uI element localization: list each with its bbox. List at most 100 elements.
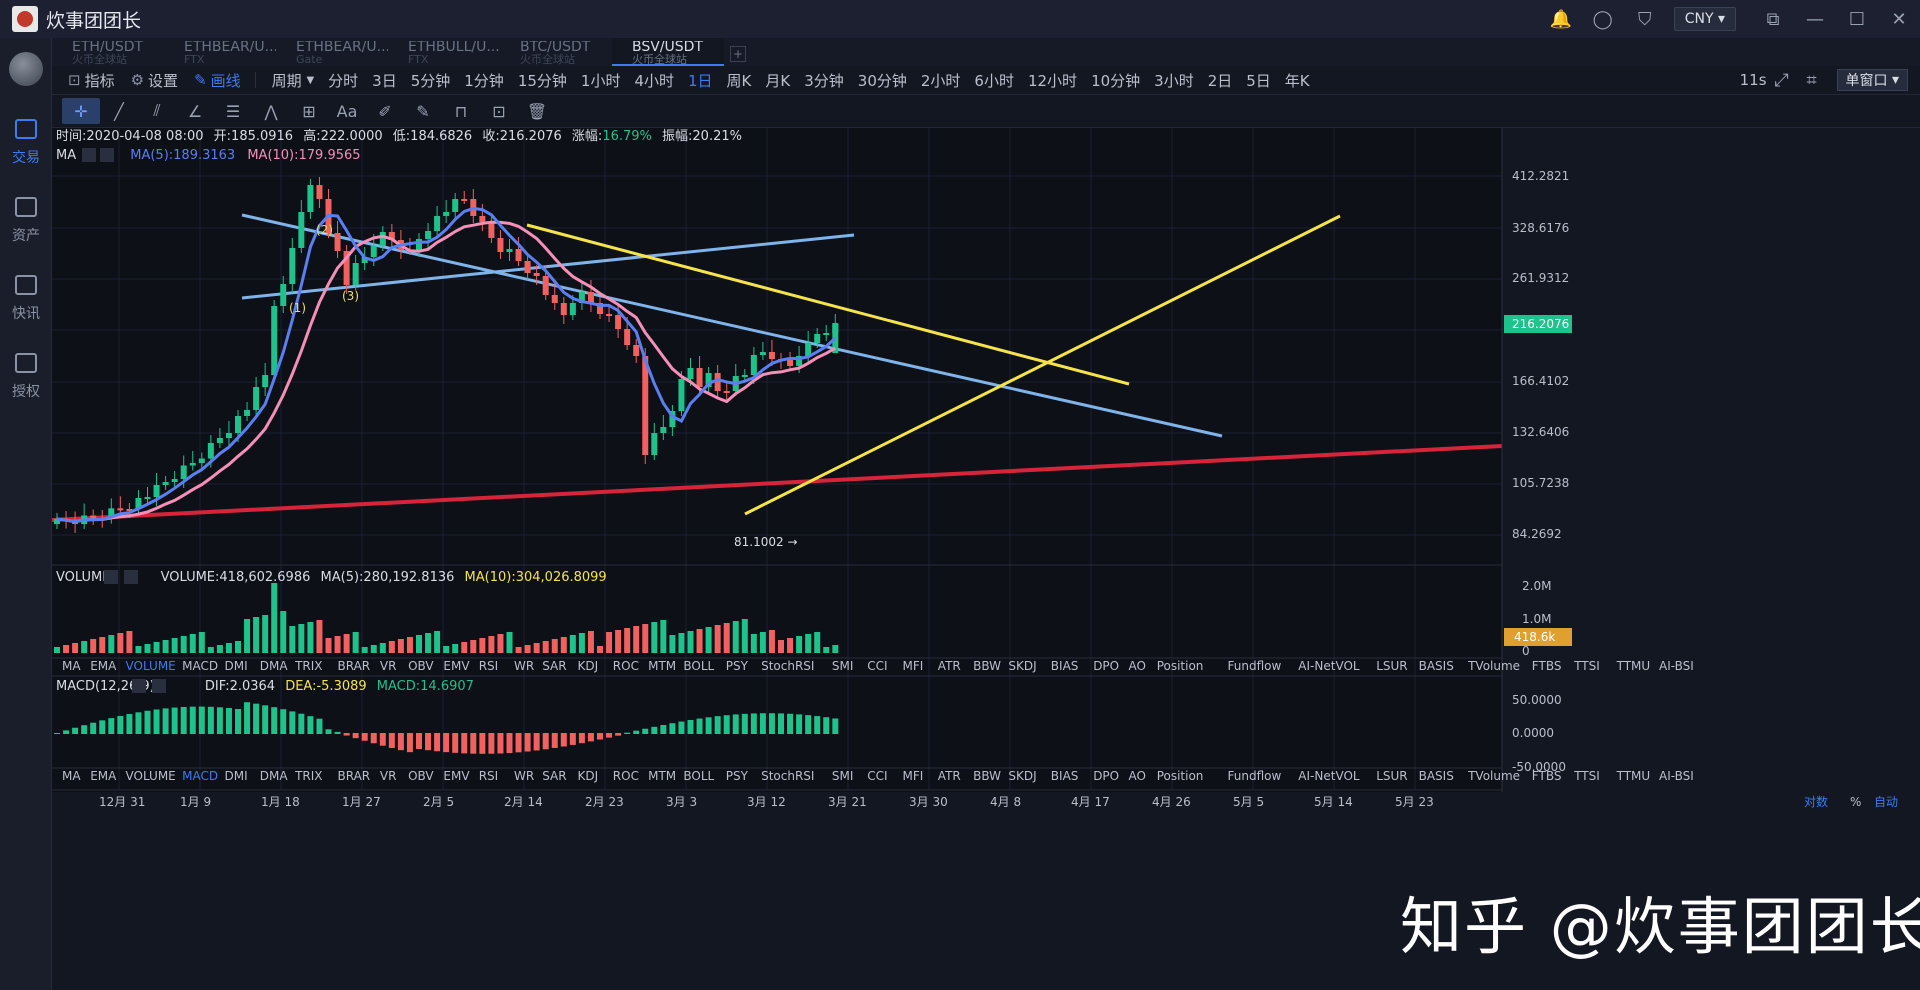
indicator-tab-kdj[interactable]: KDJ (578, 769, 599, 783)
indicator-tab-mtm[interactable]: MTM (648, 769, 676, 783)
indicator-tab-psy[interactable]: PSY (726, 769, 749, 783)
indicator-tab-dma[interactable]: DMA (260, 659, 289, 673)
indicator-tab-mtm[interactable]: MTM (648, 659, 676, 673)
period-19[interactable]: 年K (1284, 71, 1310, 90)
indicator-tab-mfi[interactable]: MFI (903, 659, 924, 673)
tab-ethbear-ftx[interactable]: ETHBEAR/U... FTX (164, 38, 276, 66)
indicator-tab-bias[interactable]: BIAS (1051, 659, 1079, 673)
indicator-tab-roc[interactable]: ROC (613, 659, 639, 673)
crosshair-tool-icon[interactable]: ✛ (62, 98, 100, 124)
indicator-tab-atr[interactable]: ATR (938, 769, 961, 783)
period-2[interactable]: 5分钟 (410, 71, 451, 90)
fib-tool-icon[interactable]: ☰ (225, 101, 241, 121)
period-dropdown[interactable]: 周期 ▼ (272, 70, 315, 91)
fullscreen-icon[interactable]: ⤢ (1774, 69, 1789, 91)
period-10[interactable]: 3分钟 (804, 71, 844, 90)
period-16[interactable]: 3小时 (1154, 71, 1194, 90)
indicator-tab-lsur[interactable]: LSUR (1376, 769, 1407, 783)
globe-icon[interactable] (8, 52, 43, 86)
tab-bsv-usdt[interactable]: BSV/USDT 火币全球站 (612, 38, 724, 66)
indicator-tab-vr[interactable]: VR (380, 659, 397, 673)
ma-close-icon[interactable] (100, 148, 114, 162)
indicator-tab-lsur[interactable]: LSUR (1376, 659, 1407, 673)
indicator-tab-boll[interactable]: BOLL (683, 769, 714, 783)
indicator-tab-wr[interactable]: WR (514, 659, 534, 673)
chat-icon[interactable]: ◯ (1592, 8, 1613, 30)
indicator-tab-roc[interactable]: ROC (613, 769, 639, 783)
indicator-tab-basis[interactable]: BASIS (1419, 659, 1454, 673)
indicator-tab-ai-netvol[interactable]: AI-NetVOL (1298, 659, 1360, 673)
indicator-tab-dmi[interactable]: DMI (225, 659, 248, 673)
indicator-tab-cci[interactable]: CCI (867, 769, 887, 783)
indicator-tab-dpo[interactable]: DPO (1093, 769, 1119, 783)
lock-tool-icon[interactable]: ⊡ (492, 101, 506, 121)
angle-tool-icon[interactable]: ∠ (187, 101, 203, 121)
indicator-tab-stochrsi[interactable]: StochRSI (761, 659, 814, 673)
indicator-tab-emv[interactable]: EMV (443, 659, 470, 673)
indicator-tab-dma[interactable]: DMA (260, 769, 289, 783)
indicator-tab-psy[interactable]: PSY (726, 659, 749, 673)
period-4[interactable]: 15分钟 (517, 71, 567, 90)
yellow-descending-line[interactable] (526, 223, 1130, 386)
add-tab-button[interactable]: + (730, 46, 746, 62)
indicator-tab-obv[interactable]: OBV (408, 769, 434, 783)
yellow-ascending-line[interactable] (744, 214, 1341, 516)
blue-descending-line[interactable] (241, 213, 1223, 438)
period-7[interactable]: 1日 (688, 71, 713, 90)
sidebar-item-trade[interactable]: 交易 (0, 104, 52, 182)
volume-settings-icon[interactable] (104, 570, 118, 584)
blue-ascending-line[interactable] (241, 233, 855, 300)
indicator-tab-volume[interactable]: VOLUME (126, 769, 176, 783)
marker-tool-icon[interactable]: ✎ (416, 101, 430, 121)
indicator-tab-ttmu[interactable]: TTMU (1616, 769, 1651, 783)
indicator-tab-dmi[interactable]: DMI (225, 769, 248, 783)
tab-eth-usdt[interactable]: ETH/USDT 火币全球站 (52, 38, 164, 66)
indicator-tab-stochrsi[interactable]: StochRSI (761, 769, 814, 783)
shirt-icon[interactable]: ⛉ (1637, 8, 1652, 30)
bell-icon[interactable]: 🔔 (1549, 8, 1572, 30)
period-14[interactable]: 12小时 (1027, 71, 1078, 90)
indicator-tab-sar[interactable]: SAR (542, 769, 566, 783)
period-13[interactable]: 6小时 (974, 71, 1014, 90)
indicator-button[interactable]: ⊡ 指标 (68, 70, 115, 91)
indicator-tab-volume[interactable]: VOLUME (126, 659, 176, 673)
window-mode-select[interactable]: 单窗口 ▾ (1836, 69, 1908, 91)
indicator-tab-vr[interactable]: VR (380, 769, 397, 783)
tab-btc-usdt[interactable]: BTC/USDT 火币全球站 (500, 38, 612, 66)
indicator-tab-ftbs[interactable]: FTBS (1532, 769, 1562, 783)
indicator-tab-smi[interactable]: SMI (832, 659, 854, 673)
indicator-tab-ftbs[interactable]: FTBS (1532, 659, 1562, 673)
minimize-icon[interactable]: — (1806, 8, 1824, 30)
text-tool-icon[interactable]: Aa (336, 101, 358, 121)
indicator-tab-skdj[interactable]: SKDJ (1008, 659, 1036, 673)
indicator-tab-basis[interactable]: BASIS (1419, 769, 1454, 783)
indicator-tab-bias[interactable]: BIAS (1051, 769, 1079, 783)
indicator-tab-sar[interactable]: SAR (542, 659, 566, 673)
period-1[interactable]: 3日 (372, 71, 397, 90)
indicator-tab-obv[interactable]: OBV (408, 659, 434, 673)
period-17[interactable]: 2日 (1207, 71, 1233, 90)
period-11[interactable]: 30分钟 (857, 71, 907, 90)
indicator-tab-dpo[interactable]: DPO (1093, 659, 1119, 673)
channel-tool-icon[interactable]: ⫽ (153, 101, 161, 120)
period-6[interactable]: 4小时 (634, 71, 674, 90)
tab-ethbull-ftx[interactable]: ETHBULL/U... FTX (388, 38, 500, 66)
indicator-tab-ttmu[interactable]: TTMU (1616, 659, 1651, 673)
indicator-tab-position[interactable]: Position (1157, 659, 1204, 673)
wave-tool-icon[interactable]: ⋀ (264, 101, 278, 121)
close-icon[interactable]: ✕ (1891, 8, 1907, 30)
period-5[interactable]: 1小时 (580, 71, 621, 90)
draw-button[interactable]: ✎ 画线 (194, 70, 241, 91)
indicator-tab-ma[interactable]: MA (62, 769, 81, 783)
indicator-tab-bbw[interactable]: BBW (973, 659, 1001, 673)
indicator-tab-ao[interactable]: AO (1129, 769, 1146, 783)
period-9[interactable]: 月K (765, 71, 791, 90)
period-15[interactable]: 10分钟 (1091, 71, 1141, 90)
period-8[interactable]: 周K (726, 71, 752, 90)
popout-icon[interactable]: ⧉ (1766, 8, 1780, 30)
indicator-tab-ttsi[interactable]: TTSI (1573, 659, 1600, 673)
indicator-tab-ao[interactable]: AO (1129, 659, 1146, 673)
indicator-tab-ma[interactable]: MA (62, 659, 81, 673)
indicator-tab-cci[interactable]: CCI (867, 659, 887, 673)
log-scale-toggle[interactable]: 对数 (1804, 794, 1828, 809)
